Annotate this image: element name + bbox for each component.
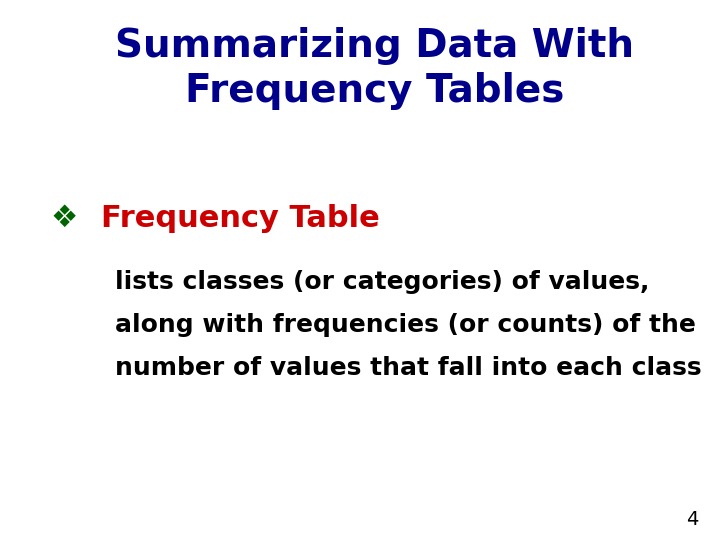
Text: along with frequencies (or counts) of the: along with frequencies (or counts) of th… bbox=[115, 313, 696, 337]
Text: 4: 4 bbox=[686, 510, 698, 529]
Text: lists classes (or categories) of values,: lists classes (or categories) of values, bbox=[115, 270, 649, 294]
Text: ❖: ❖ bbox=[50, 204, 78, 233]
Text: Frequency Table: Frequency Table bbox=[101, 204, 379, 233]
Text: number of values that fall into each class: number of values that fall into each cla… bbox=[115, 356, 702, 380]
Text: Summarizing Data With
Frequency Tables: Summarizing Data With Frequency Tables bbox=[115, 27, 634, 111]
